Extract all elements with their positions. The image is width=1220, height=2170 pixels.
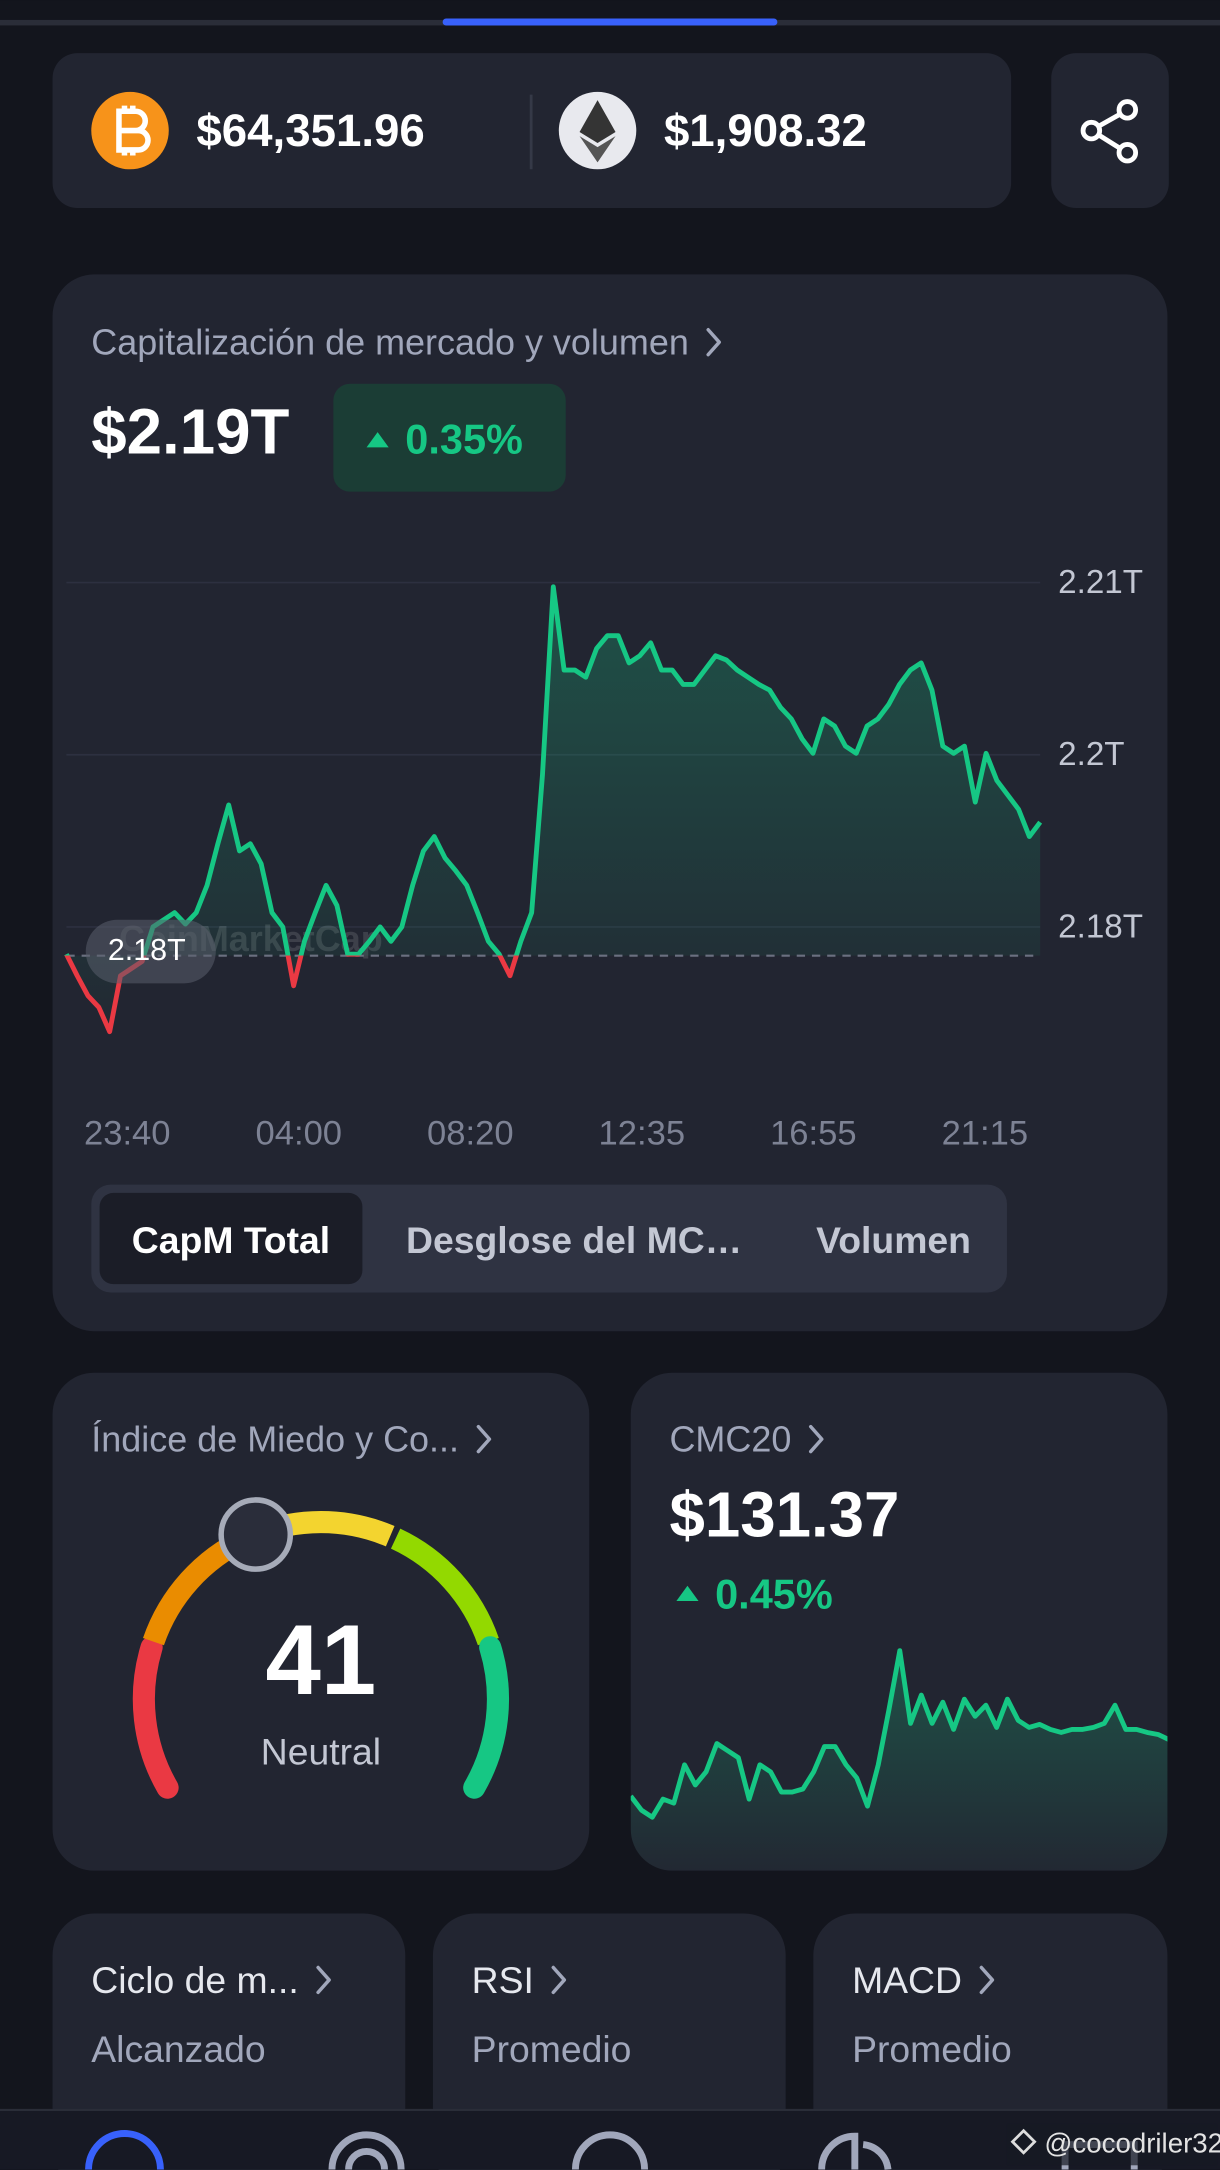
x-tick-label: 12:35 xyxy=(599,1114,686,1152)
market-cap-title[interactable]: Capitalización de mercado y volumen xyxy=(91,322,689,363)
indicator-subtitle: Promedio xyxy=(472,2028,632,2070)
indicator-title: MACD xyxy=(852,1959,962,2001)
x-tick-label: 08:20 xyxy=(427,1114,514,1152)
cmc20-value: $131.37 xyxy=(669,1480,899,1551)
indicator-subtitle: Alcanzado xyxy=(91,2028,265,2070)
tab[interactable]: CapM Total xyxy=(132,1219,330,1261)
chevron xyxy=(979,1965,995,1995)
indicator-card[interactable] xyxy=(432,1913,786,2170)
indicator-card[interactable] xyxy=(813,1913,1168,2170)
progress-bar xyxy=(442,18,778,26)
chevron xyxy=(316,1965,331,1995)
market-cap-chart: 2.21T2.2T2.18TCoinMarketCap2.18T23:4004:… xyxy=(64,564,1143,1152)
btc-glyph xyxy=(116,105,151,156)
indicator-title: Ciclo de m... xyxy=(91,1959,298,2001)
fear-greed-title[interactable]: Índice de Miedo y Co... xyxy=(91,1419,459,1460)
eth-price: $1,908.32 xyxy=(664,105,867,156)
y-tick-label: 2.21T xyxy=(1058,564,1143,601)
cmc20-change: 0.45% xyxy=(715,1571,833,1618)
fear-greed-value: 41 xyxy=(266,1605,377,1716)
y-tick-label: 2.18T xyxy=(1058,908,1143,945)
watermark-icon xyxy=(1010,2128,1037,2155)
gauge-knob xyxy=(218,1497,294,1572)
up-arrow xyxy=(366,432,389,448)
x-tick-label: 04:00 xyxy=(256,1114,343,1152)
share-button[interactable] xyxy=(1051,53,1169,209)
tab-selected xyxy=(99,1192,363,1285)
nav-icon-portfolio[interactable] xyxy=(818,2132,892,2170)
line xyxy=(630,1648,1168,1820)
x-tick-label: 23:40 xyxy=(84,1114,171,1152)
chevron xyxy=(706,328,721,357)
tab[interactable]: Desglose del MC… xyxy=(406,1219,742,1261)
nav-icon-home[interactable] xyxy=(85,2130,164,2170)
watermark-bg xyxy=(1006,2123,1218,2166)
gauge-segment xyxy=(132,1636,179,1799)
area xyxy=(630,1650,1168,1871)
fear-greed-card[interactable] xyxy=(52,1372,590,1871)
indicator-subtitle: Promedio xyxy=(852,2028,1012,2070)
baseline-pill xyxy=(85,919,216,984)
chevron xyxy=(476,1424,492,1454)
cmc20-title[interactable]: CMC20 xyxy=(669,1419,791,1460)
cmc20-chart xyxy=(630,1648,1168,1871)
market-cap-change: 0.35% xyxy=(405,416,523,463)
nav-icon-markets[interactable] xyxy=(571,2131,649,2170)
btc-price: $64,351.96 xyxy=(196,105,424,156)
gauge-segment xyxy=(390,1528,499,1646)
up-arrow xyxy=(676,1585,699,1601)
baseline-label: 2.18T xyxy=(108,933,186,967)
nav-icon-search[interactable] xyxy=(328,2131,405,2170)
tab[interactable]: Volumen xyxy=(816,1219,971,1261)
area xyxy=(66,586,1041,1032)
market-cap-value: $2.19T xyxy=(91,397,289,468)
eth-glyph-bottom xyxy=(579,136,616,163)
chevron xyxy=(551,1965,567,1995)
x-tick-label: 21:15 xyxy=(942,1114,1029,1152)
watermark: @cocodriler32 xyxy=(1044,2128,1220,2159)
share-icon xyxy=(1080,99,1139,164)
chevron xyxy=(808,1424,824,1454)
fear-greed-label: Neutral xyxy=(261,1731,381,1773)
indicator-title: RSI xyxy=(472,1959,534,2001)
y-tick-label: 2.2T xyxy=(1058,736,1124,773)
gauge xyxy=(132,1497,510,1799)
eth-glyph-top xyxy=(579,100,616,144)
x-tick-label: 16:55 xyxy=(770,1114,857,1152)
gauge-segment xyxy=(463,1636,510,1799)
line xyxy=(64,584,1043,1035)
indicator-card[interactable] xyxy=(52,1913,406,2170)
change-pill xyxy=(333,383,566,492)
